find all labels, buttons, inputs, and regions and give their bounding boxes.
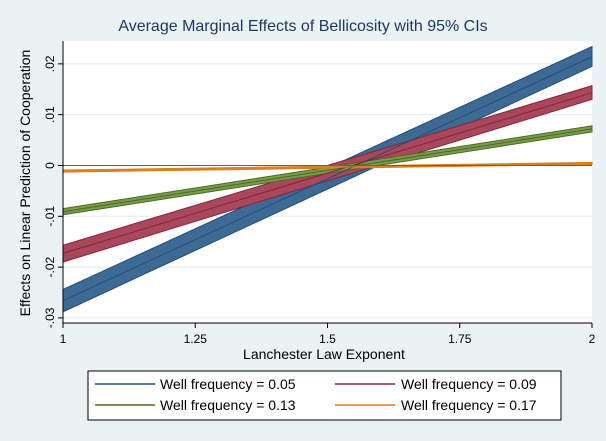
- line-series-4: [62, 162, 593, 172]
- axes: 1 1.25 1.5 1.75 2 -.03 -.02 -.01 0 .01 .02: [43, 41, 596, 346]
- legend-box: [87, 370, 562, 421]
- x-tick-label: 1.25: [184, 332, 208, 346]
- legend: Well frequency = 0.05 Well frequency = 0.…: [95, 376, 537, 413]
- y-tick-label: -.03: [43, 307, 57, 328]
- legend-label-series-3: Well frequency = 0.13: [160, 397, 296, 413]
- x-tick-label: 1.5: [319, 332, 336, 346]
- line-series-3: [62, 128, 593, 213]
- series-lines: [62, 56, 593, 302]
- y-tick-label: 0: [43, 162, 57, 169]
- y-tick-label: -.01: [43, 206, 57, 227]
- y-axis-title: Effects on Linear Prediction of Cooperat…: [17, 50, 33, 317]
- y-tick-label: .02: [43, 55, 57, 72]
- x-tick-label: 1.75: [448, 332, 472, 346]
- legend-label-series-1: Well frequency = 0.05: [160, 376, 296, 392]
- chart-title: Average Marginal Effects of Bellicosity …: [118, 18, 487, 35]
- x-axis-title: Lanchester Law Exponent: [243, 346, 405, 362]
- y-tick-label: -.02: [43, 256, 57, 277]
- line-series-1: [62, 56, 593, 302]
- x-tick-label: 1: [60, 332, 67, 346]
- legend-label-series-4: Well frequency = 0.17: [401, 397, 537, 413]
- x-tick-label: 2: [589, 332, 596, 346]
- line-series-2: [62, 92, 593, 254]
- y-tick-label: .01: [43, 106, 57, 123]
- legend-label-series-2: Well frequency = 0.09: [401, 376, 537, 392]
